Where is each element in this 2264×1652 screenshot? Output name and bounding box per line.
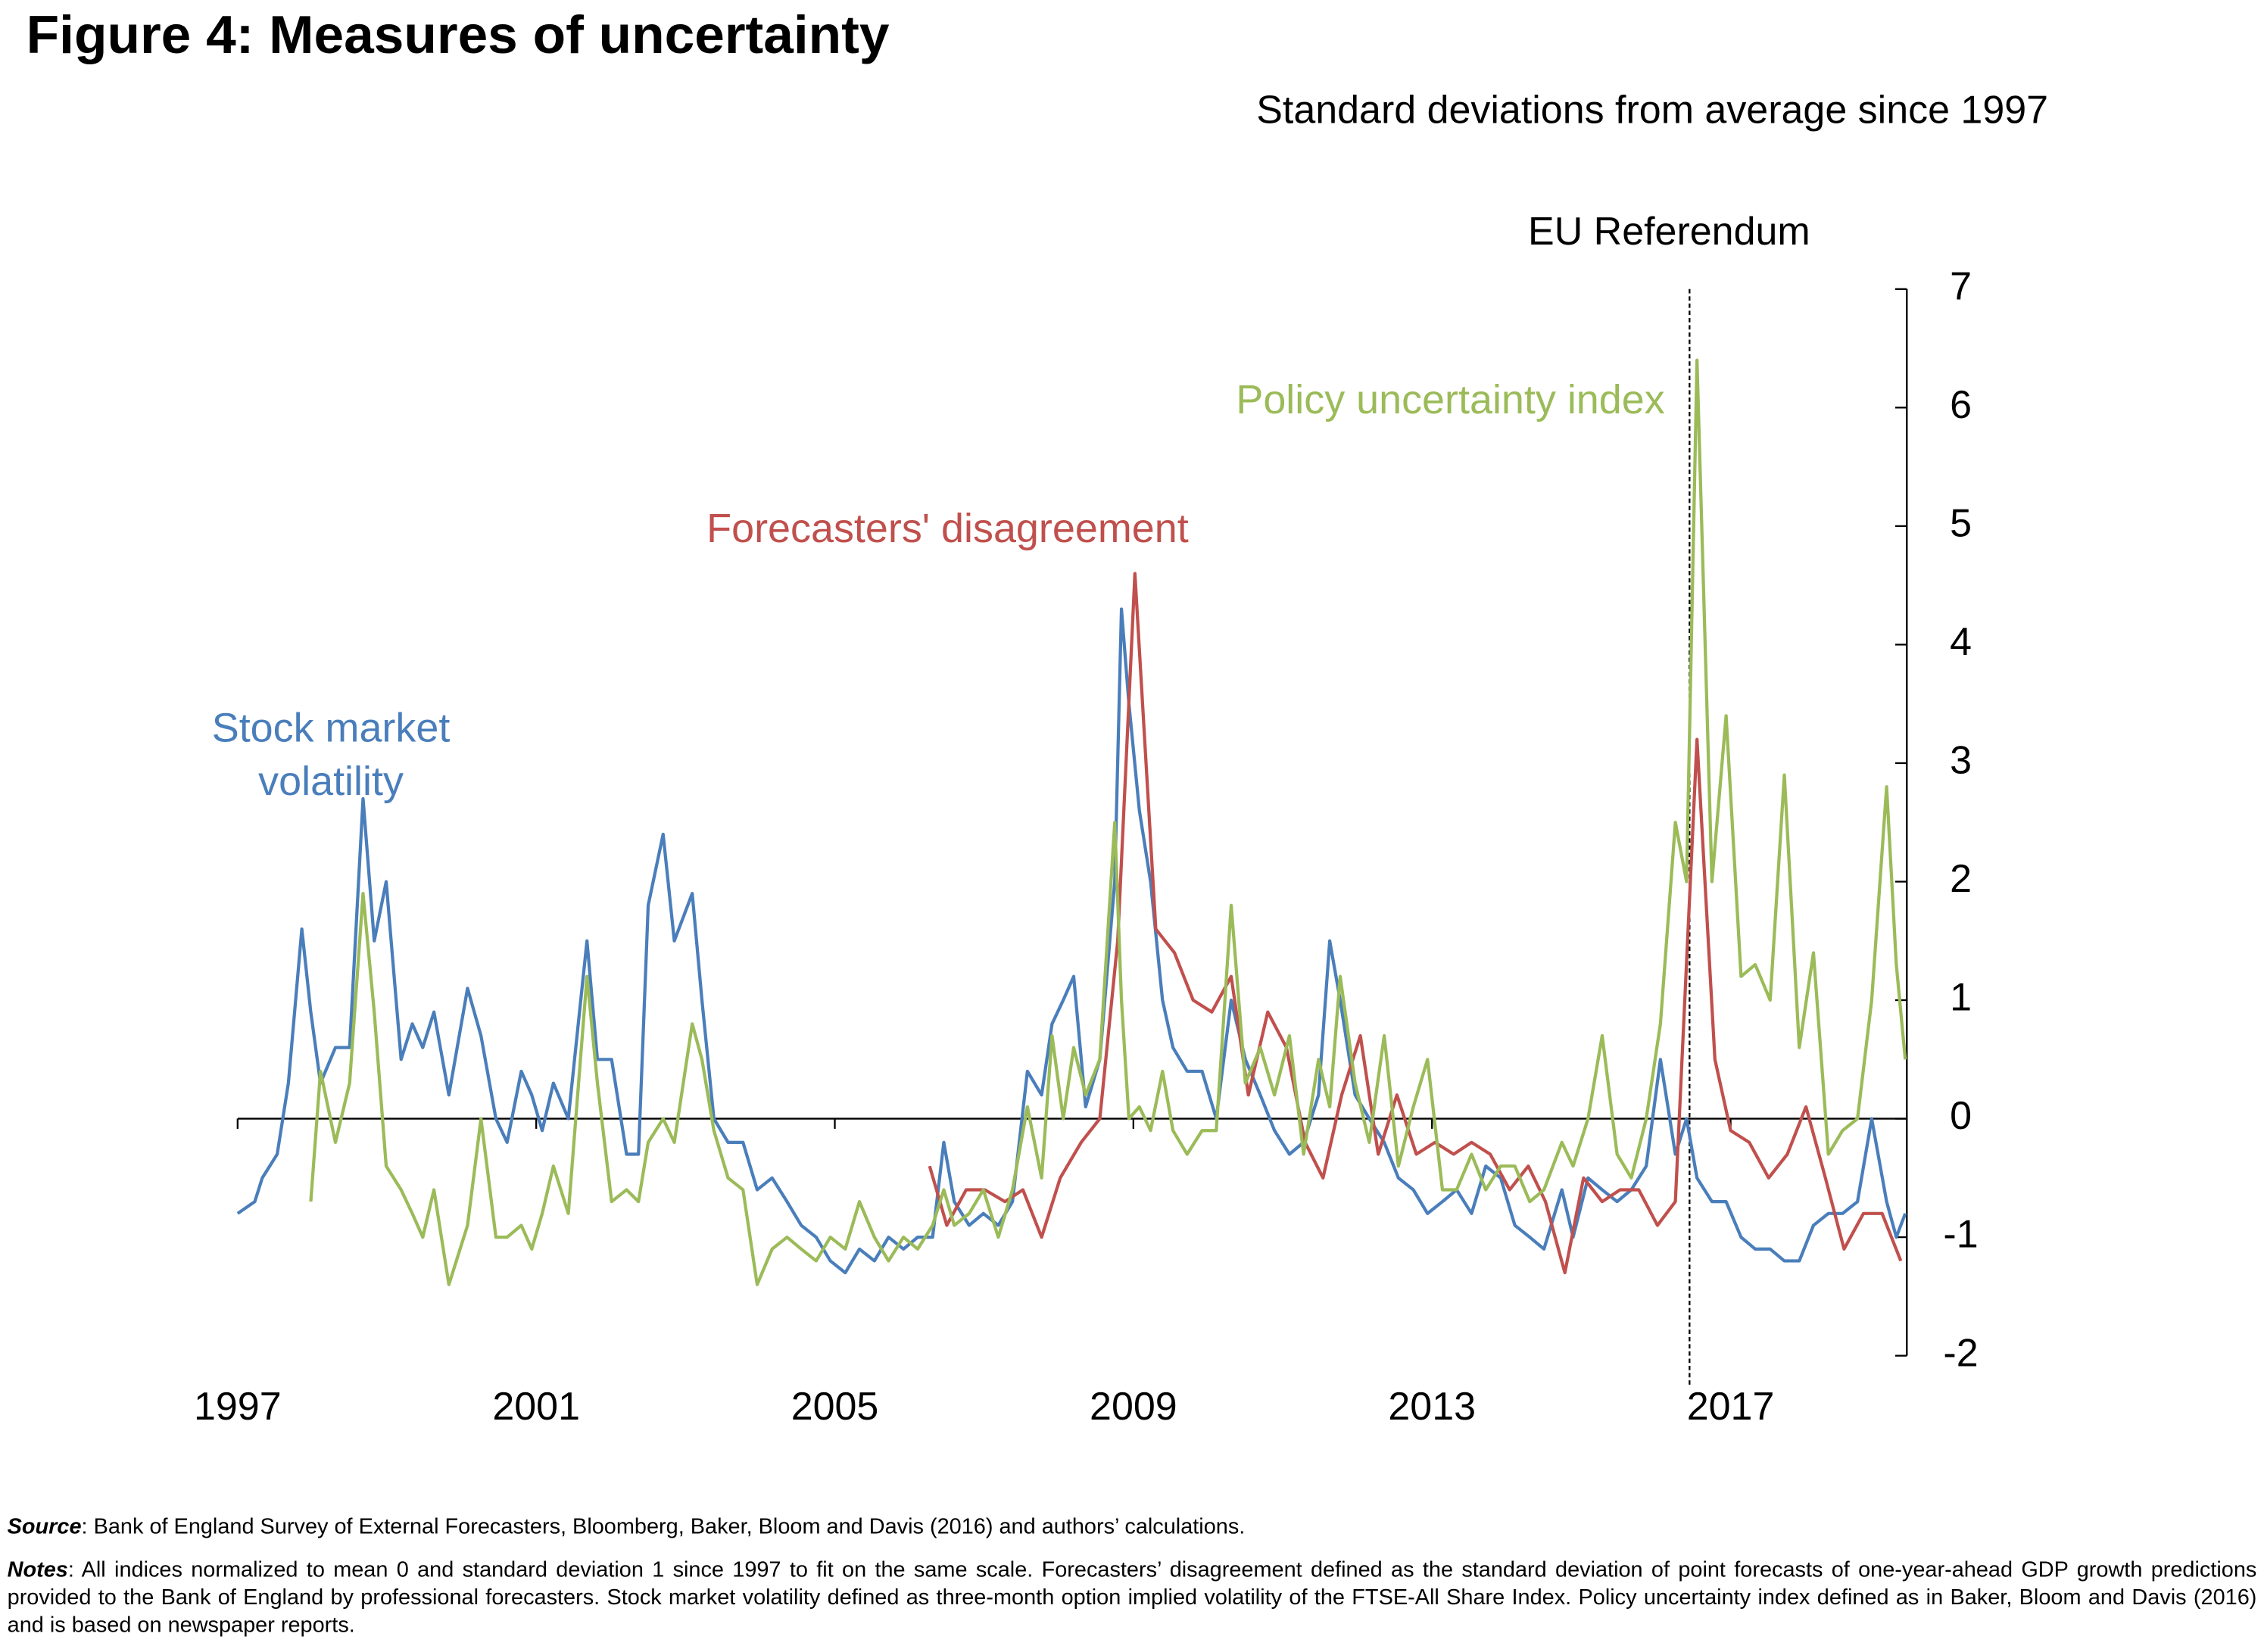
series-label-box: Forecasters' disagreement [706,506,1189,551]
x-tick-label: 1997 [194,1384,282,1428]
x-tick-label: 2005 [791,1384,879,1428]
notes-box: Notes: All indices normalized to mean 0 … [8,1557,2257,1639]
x-tick-label: 2001 [492,1384,580,1428]
y-tick-label: -2 [1943,1330,1978,1374]
x-tick-label: 2013 [1388,1384,1476,1428]
y-tick-label: 1 [1950,975,1972,1019]
y-tick-label: -1 [1943,1212,1978,1256]
source-box: Source: Bank of England Survey of Extern… [8,1515,2257,1541]
notes: Notes: All indices normalized to mean 0 … [8,1557,2257,1639]
series-line [236,607,1907,1275]
series-line [309,358,1907,1286]
series-label: Forecasters' disagreement [706,506,1189,551]
source: Source: Bank of England Survey of Extern… [8,1515,2257,1541]
y-tick-label: 3 [1950,738,1972,782]
series-label: Policy uncertainty index [1236,377,1665,422]
x-tick-label: 2009 [1090,1384,1177,1428]
y-tick-label: 5 [1950,501,1972,545]
chart-title: Figure 4: Measures of uncertainty [27,5,890,65]
y-tick-label: 7 [1950,264,1972,308]
y-tick-label: 0 [1950,1093,1972,1137]
y-tick-label: 4 [1950,619,1972,663]
annotation-label: EU Referendum [1528,209,1810,253]
source-label: Source [7,1514,82,1540]
y-tick-label: 2 [1950,856,1972,900]
series-label-box: Policy uncertainty index [1236,377,1665,422]
notes-label: Notes [7,1557,68,1583]
series-line [928,572,1903,1275]
notes-text: : All indices normalized to mean 0 and s… [7,1557,2257,1638]
series-label: Stock market volatility [211,705,451,804]
x-tick-label: 2017 [1687,1384,1775,1428]
chart-subtitle: Standard deviations from average since 1… [1256,88,2048,132]
source-text: : Bank of England Survey of External For… [81,1514,1246,1540]
series-label-box: Stock market volatility [211,705,451,804]
y-tick-label: 6 [1950,382,1972,426]
